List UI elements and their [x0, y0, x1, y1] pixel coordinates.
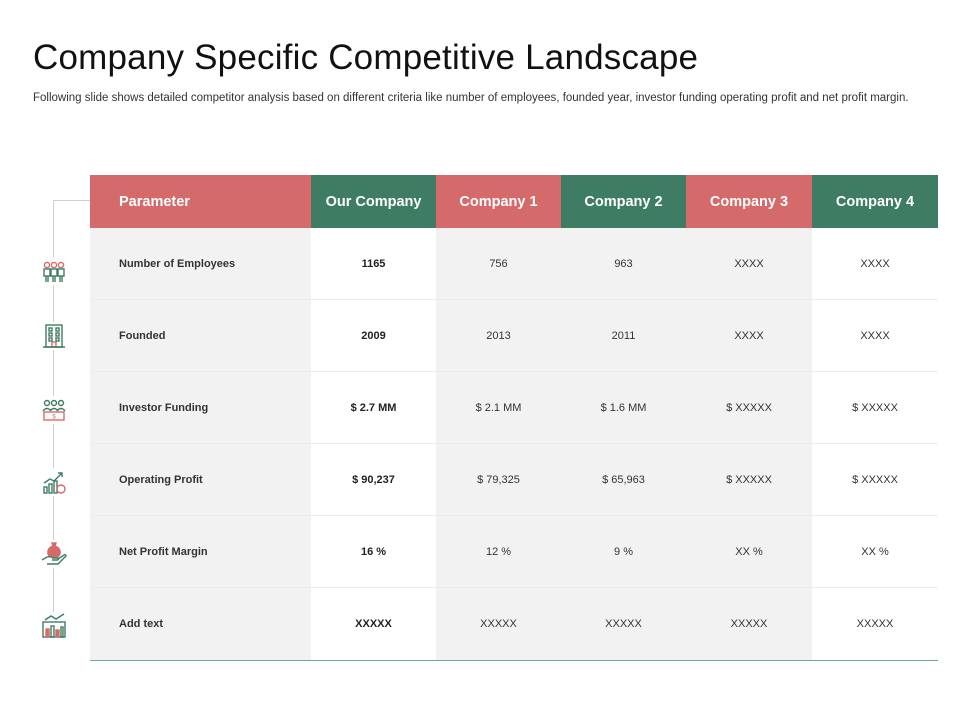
cell-company-2: 9 %: [561, 516, 686, 588]
header-company-2: Company 2: [561, 175, 686, 228]
cell-company-3: XXXX: [686, 228, 812, 300]
header-company-4: Company 4: [812, 175, 938, 228]
header-our-company: Our Company: [311, 175, 436, 228]
row-label-add-text: Add text: [90, 588, 311, 660]
cell-company-4: XXXX: [812, 300, 938, 372]
cell-company-1: 2013: [436, 300, 561, 372]
cell-company-1: 12 %: [436, 516, 561, 588]
cell-company-1: XXXXX: [436, 588, 561, 660]
growth-chart-icon: [40, 468, 68, 496]
building-icon: [40, 322, 68, 350]
cell-company-2: $ 1.6 MM: [561, 372, 686, 444]
cell-our-company: XXXXX: [311, 588, 436, 660]
header-company-3: Company 3: [686, 175, 812, 228]
cell-company-4: $ XXXXX: [812, 444, 938, 516]
cell-company-1: $ 2.1 MM: [436, 372, 561, 444]
employees-icon: [40, 257, 68, 285]
cell-company-3: XX %: [686, 516, 812, 588]
competitor-table: Parameter Our Company Company 1 Company …: [90, 175, 938, 661]
header-company-1: Company 1: [436, 175, 561, 228]
investor-funding-icon: $: [40, 396, 68, 424]
cell-company-2: XXXXX: [561, 588, 686, 660]
page-title: Company Specific Competitive Landscape: [33, 38, 699, 77]
svg-text:$: $: [52, 415, 56, 421]
cell-company-4: XXXX: [812, 228, 938, 300]
cell-company-2: 963: [561, 228, 686, 300]
cell-our-company: 2009: [311, 300, 436, 372]
cell-our-company: $ 90,237: [311, 444, 436, 516]
cell-company-1: 756: [436, 228, 561, 300]
cell-our-company: $ 2.7 MM: [311, 372, 436, 444]
row-label-operating-profit: Operating Profit: [90, 444, 311, 516]
cell-company-4: XX %: [812, 516, 938, 588]
cell-company-2: 2011: [561, 300, 686, 372]
cell-our-company: 1165: [311, 228, 436, 300]
money-bag-hand-icon: [40, 540, 68, 568]
row-label-investor-funding: Investor Funding: [90, 372, 311, 444]
page-subtitle: Following slide shows detailed competito…: [33, 92, 909, 104]
connector-line-horizontal: [53, 200, 90, 201]
cell-company-3: $ XXXXX: [686, 372, 812, 444]
header-parameter: Parameter: [90, 175, 311, 228]
cell-company-3: XXXX: [686, 300, 812, 372]
row-label-employees: Number of Employees: [90, 228, 311, 300]
cell-company-3: $ XXXXX: [686, 444, 812, 516]
cell-company-3: XXXXX: [686, 588, 812, 660]
cell-company-4: XXXXX: [812, 588, 938, 660]
cell-our-company: 16 %: [311, 516, 436, 588]
cell-company-1: $ 79,325: [436, 444, 561, 516]
cell-company-2: $ 65,963: [561, 444, 686, 516]
bar-chart-icon: [40, 612, 68, 640]
cell-company-4: $ XXXXX: [812, 372, 938, 444]
row-label-net-profit-margin: Net Profit Margin: [90, 516, 311, 588]
row-label-founded: Founded: [90, 300, 311, 372]
